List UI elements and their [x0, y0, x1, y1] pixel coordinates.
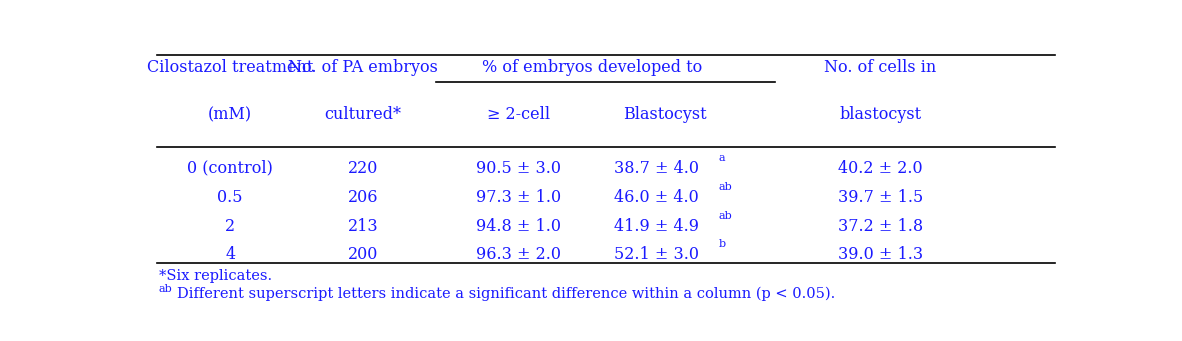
Text: 4: 4: [225, 247, 235, 263]
Text: a: a: [719, 153, 725, 163]
Text: 94.8 ± 1.0: 94.8 ± 1.0: [476, 218, 561, 235]
Text: ab: ab: [719, 210, 732, 221]
Text: 90.5 ± 3.0: 90.5 ± 3.0: [476, 160, 561, 177]
Text: blastocyst: blastocyst: [839, 106, 922, 123]
Text: No. of cells in: No. of cells in: [825, 59, 936, 76]
Text: 46.0 ± 4.0: 46.0 ± 4.0: [613, 189, 699, 206]
Text: 96.3 ± 2.0: 96.3 ± 2.0: [476, 247, 561, 263]
Text: 200: 200: [348, 247, 378, 263]
Text: b: b: [719, 239, 726, 249]
Text: 39.0 ± 1.3: 39.0 ± 1.3: [838, 247, 923, 263]
Text: cultured*: cultured*: [325, 106, 402, 123]
Text: 52.1 ± 3.0: 52.1 ± 3.0: [613, 247, 699, 263]
Text: % of embryos developed to: % of embryos developed to: [482, 59, 702, 76]
Text: 97.3 ± 1.0: 97.3 ± 1.0: [476, 189, 561, 206]
Text: Different superscript letters indicate a significant difference within a column : Different superscript letters indicate a…: [177, 286, 836, 301]
Text: 39.7 ± 1.5: 39.7 ± 1.5: [838, 189, 923, 206]
Text: No. of PA embryos: No. of PA embryos: [288, 59, 439, 76]
Text: 0 (control): 0 (control): [187, 160, 273, 177]
Text: *Six replicates.: *Six replicates.: [158, 269, 272, 283]
Text: Cilostazol treatment: Cilostazol treatment: [147, 59, 313, 76]
Text: 220: 220: [348, 160, 378, 177]
Text: 2: 2: [225, 218, 235, 235]
Text: 37.2 ± 1.8: 37.2 ± 1.8: [838, 218, 923, 235]
Text: ab: ab: [158, 284, 173, 294]
Text: 213: 213: [348, 218, 378, 235]
Text: 38.7 ± 4.0: 38.7 ± 4.0: [613, 160, 699, 177]
Text: 40.2 ± 2.0: 40.2 ± 2.0: [838, 160, 923, 177]
Text: ≥ 2-cell: ≥ 2-cell: [487, 106, 551, 123]
Text: 41.9 ± 4.9: 41.9 ± 4.9: [613, 218, 699, 235]
Text: 206: 206: [348, 189, 378, 206]
Text: (mM): (mM): [208, 106, 252, 123]
Text: ab: ab: [719, 182, 732, 192]
Text: 0.5: 0.5: [217, 189, 243, 206]
Text: Blastocyst: Blastocyst: [624, 106, 707, 123]
